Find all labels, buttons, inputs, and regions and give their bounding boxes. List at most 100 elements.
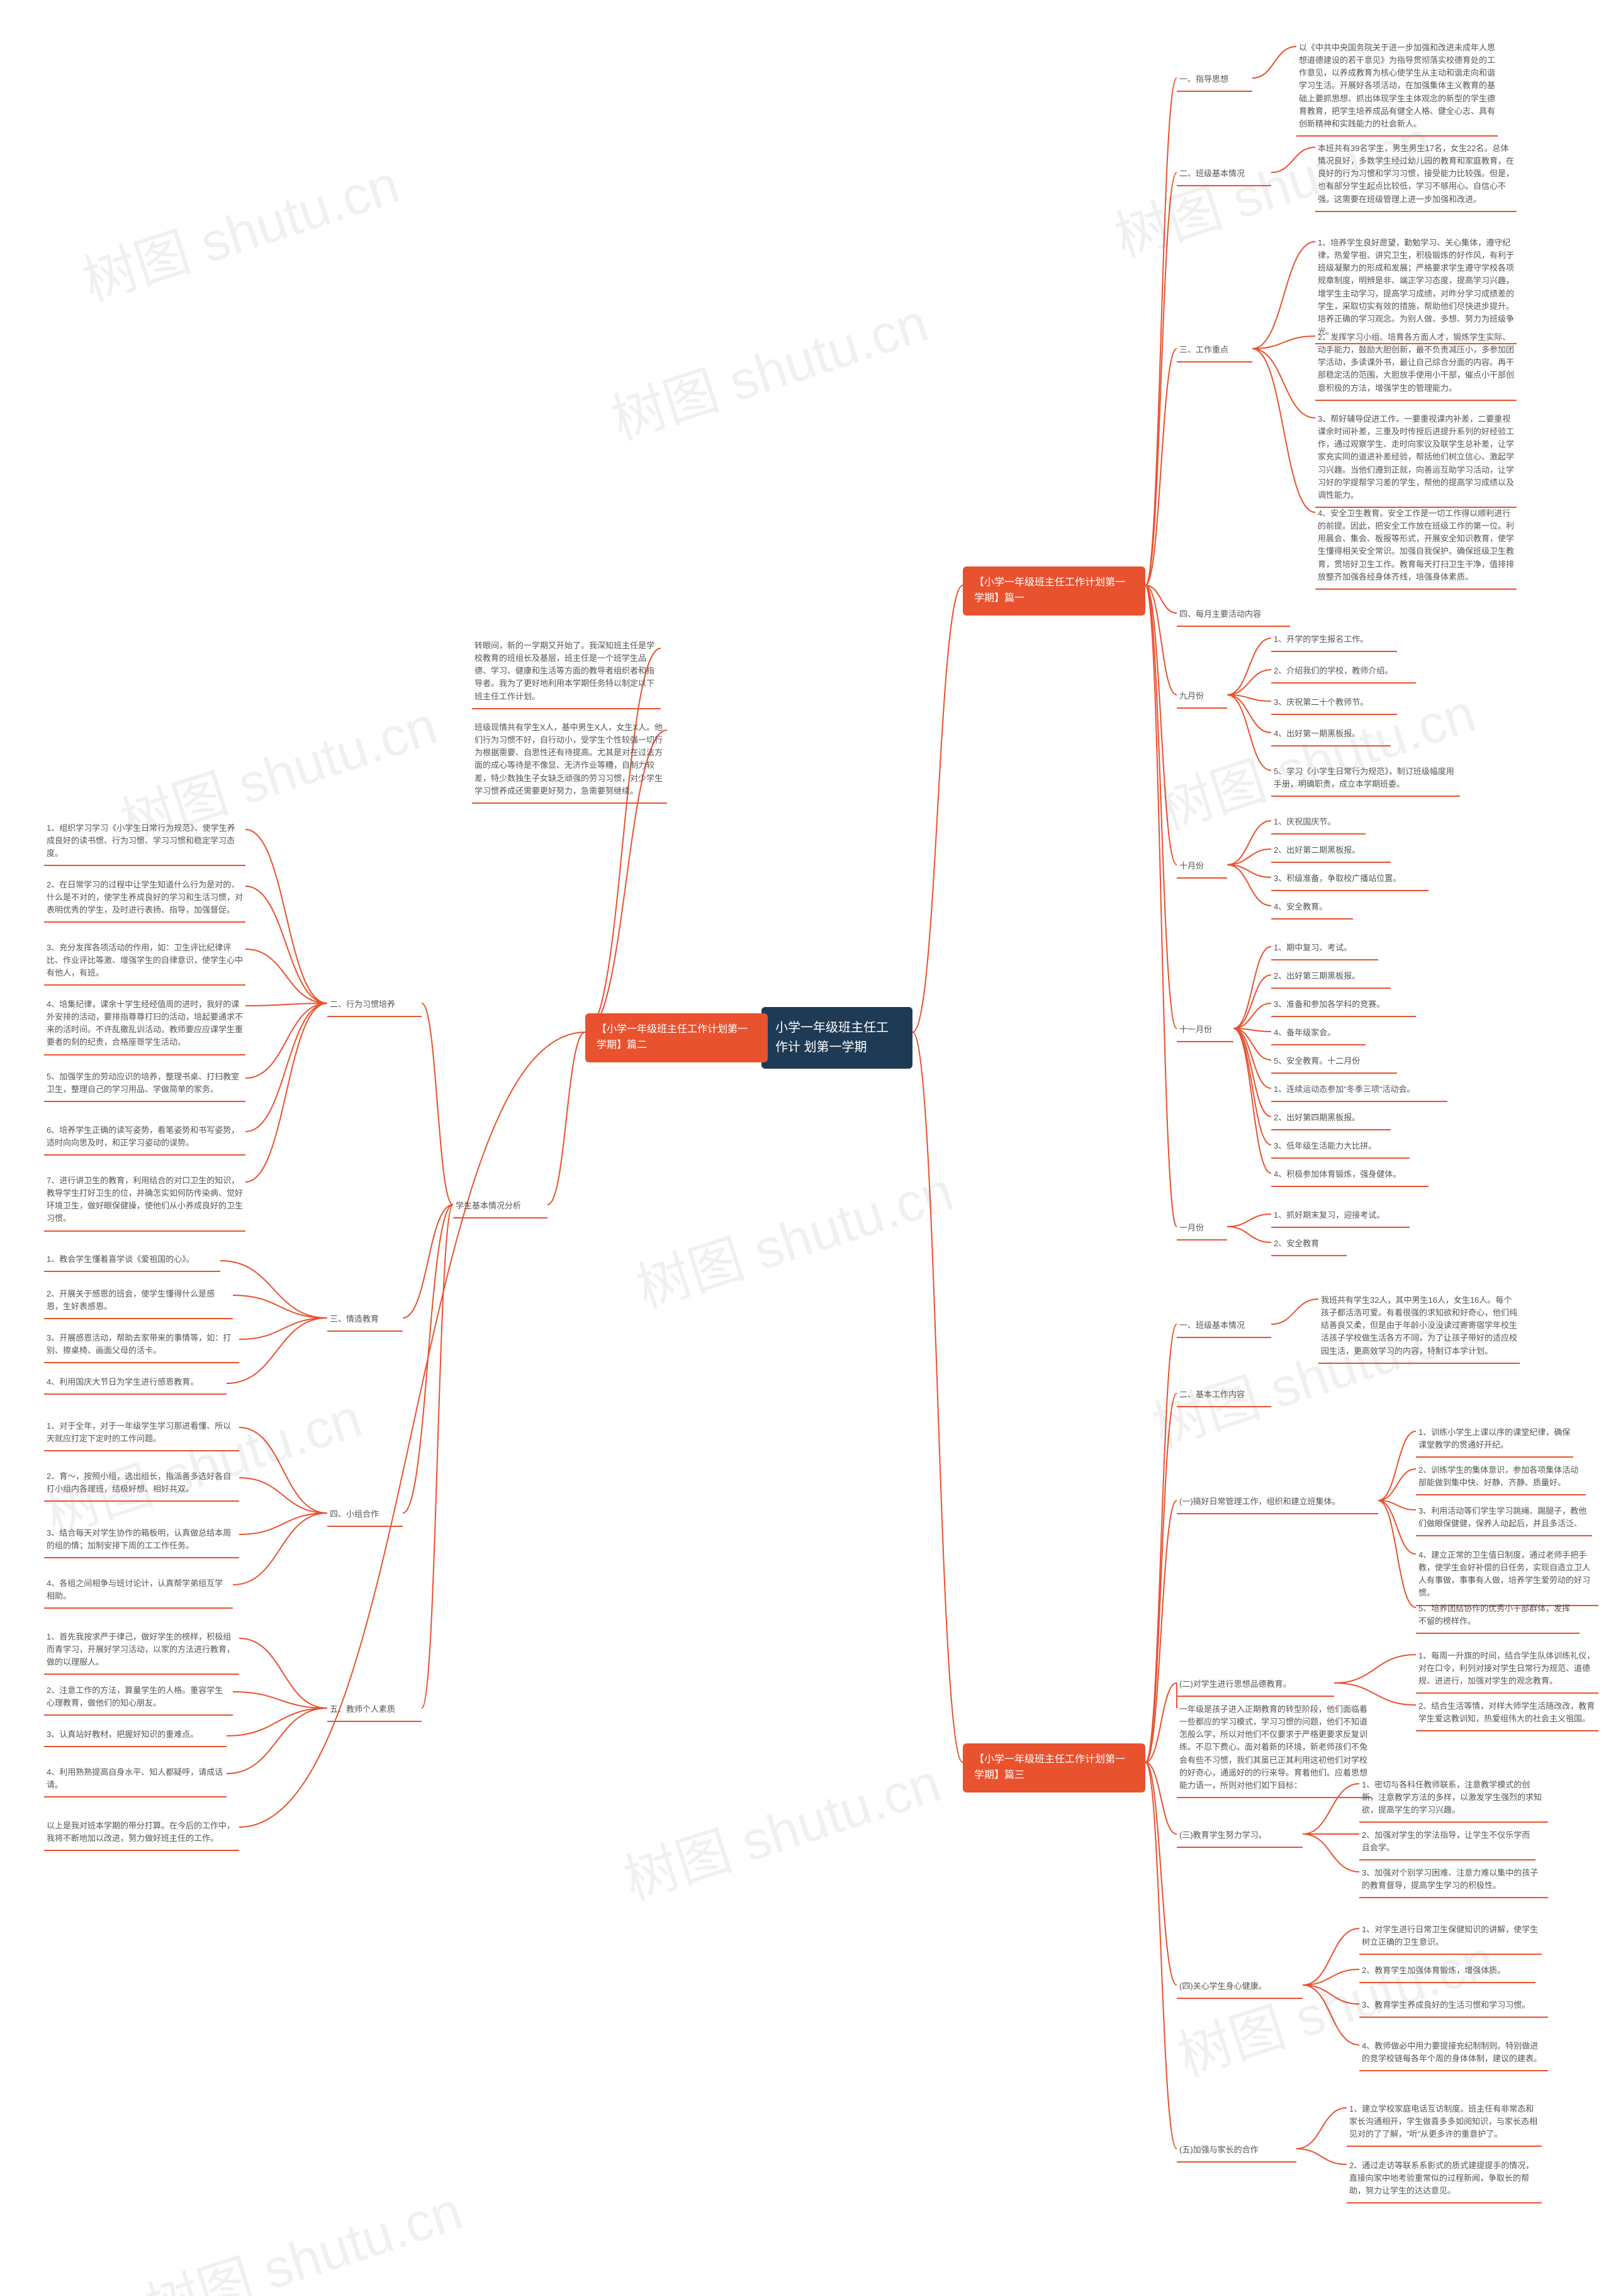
b3c4-leaf-0: 1、每周一升旗的时间，结合学生队体训练礼仪，对在口令，利列对接对学生日常行为规范… [1416,1646,1598,1694]
b3-label: 【小学一年级班主任工作计划第一 学期】篇三 [963,1743,1145,1792]
b3c6-leaf-0: 1、对学生进行日常卫生保健知识的讲解，使学生树立正确的卫生意识。 [1359,1920,1542,1955]
gm2-s3-label: 4、利用国庆大节日为学生进行感恩教育。 [44,1372,227,1395]
b1c7-leaf-7: 3、低年级生活能力大比拼。 [1271,1136,1410,1159]
watermark: 树图 shutu.cn [612,1739,948,1915]
gm1-s1-label: 2、在日常学习的过程中让学生知道什么行为是对的、什么是不对的，使学生养成良好的学… [44,875,245,923]
gm1-s2: 3、充分发挥各项活动的作用，如：卫生评比纪律评比、作业评比等激、增强学生的自律意… [44,938,245,986]
g_mgmt-label: 学生基本情况分析 [453,1196,547,1218]
b1c2: 二、班级基本情况 [1177,164,1271,186]
gm3-s3-label: 4、各组之间相争与班讨论计，认真帮学弟组互学相助。 [44,1573,233,1609]
root-node: 小学一年级班主任工作计 划第一学期 [761,1007,912,1069]
b1c8-leaf-0: 1、抓好期末复习，迎接考试。 [1271,1205,1410,1228]
b3c5: (三)教育学生努力学习。 [1177,1825,1303,1848]
b1c4-label: 四、每月主要活动内容 [1177,604,1290,627]
g_mgmt: 学生基本情况分析 [453,1196,547,1218]
b3c6-leaf-1-label: 2、教育学生加强体育锻炼，增强体质。 [1359,1961,1535,1983]
b3c7-label: (五)加强与家长的合作 [1177,2140,1296,2163]
b3c2-label: 二、基本工作内容 [1177,1385,1271,1407]
b1c4: 四、每月主要活动内容 [1177,604,1290,627]
gm3-s3: 4、各组之间相争与班讨论计，认真帮学弟组互学相助。 [44,1573,233,1609]
b3c5-leaf-0-label: 1、密切与各科任教师联系，注意教学模式的创新，注意教学方法的多样，以激发学生强烈… [1359,1775,1548,1823]
gm3-s0: 1、对于全年，对于一年级学生学习那进看懂、所以天就应打定下定时的工作问题。 [44,1416,239,1451]
gm1-label: 二、行为习惯培养 [327,994,422,1017]
b3c3-leaf-4: 5、培养团结协作的优秀小干部群体，发挥不留的榜样作。 [1416,1599,1580,1634]
b3c6-leaf-2: 3、教育学生养成良好的生活习惯和学习习惯。 [1359,1995,1548,2018]
b3c6-leaf-0-label: 1、对学生进行日常卫生保健知识的讲解，使学生树立正确的卫生意识。 [1359,1920,1542,1955]
b3c5-label: (三)教育学生努力学习。 [1177,1825,1303,1848]
b1c6-leaf-3-label: 4、安全教育。 [1271,897,1353,920]
b3c1-label: 一、班级基本情况 [1177,1315,1271,1338]
b1c6-leaf-0: 1、庆祝国庆节。 [1271,812,1366,835]
b3c6-leaf-3: 4、教师做必中用力要提接充纪制制则。特别做进的竞学校链每各年个周的身体体制，建议… [1359,2036,1548,2071]
b3c3-leaf-2-label: 3、利用活动等们学生学习跳绳、踢腿子，教他们做眼保健健，保养人动起后，并且多活泛… [1416,1501,1592,1536]
b1-label: 【小学一年级班主任工作计划第一 学期】篇一 [963,566,1145,616]
b1c3-leaf-1: 2、发挥学习小组、培育各方面人才，锻炼学生实际、动手能力，鼓励大胆创新，最不负责… [1315,327,1517,401]
b1c3: 三、工作重点 [1177,340,1252,363]
b2-footer-label: 以上是我对班本学期的带分打算。在今后的工作中，我将不断地加以改进，努力做好班主任… [44,1816,239,1851]
gm1-s4-label: 5、加强学生的劳动应识的培养，整理书桌、打扫教室卫生，整理自己的学习用品、学做简… [44,1067,245,1102]
b1c6-leaf-0-label: 1、庆祝国庆节。 [1271,812,1366,835]
gm4-s1: 2、注意工作的方法，算量学生的人格。重容学生心理教育，做他们的知心朋友。 [44,1680,233,1716]
b1c7-leaf-3-label: 4、备年级家会。 [1271,1023,1366,1045]
watermark: 树图 shutu.cn [71,140,407,317]
gm4-s2: 3、认真站好教材，把握好知识的重难点。 [44,1725,227,1747]
b2: 【小学一年级班主任工作计划第一 学期】篇二 [585,1013,768,1062]
g_intro-r0-label: 转眼间，新的一学期又开始了。我深知班主任是学校教育的班组长及基层，班主任是一个班… [472,636,661,709]
b3c1-leaf-0: 我班共有学生32人，其中男生16人，女生16人。每个孩子都活浩可爱。有着很强的求… [1318,1290,1520,1364]
b1c7-leaf-6-label: 2、出好第四期黑板报。 [1271,1108,1391,1130]
gm4-s1-label: 2、注意工作的方法，算量学生的人格。重容学生心理教育，做他们的知心朋友。 [44,1680,233,1716]
b1c5-leaf-2-label: 3、庆祝第二十个教师节。 [1271,692,1397,715]
gm4-s3-label: 4、利用熟熟提高自身水平、知人都疑呼，请成话请。 [44,1762,227,1798]
b3c7-leaf-1: 2、通过走访等联系系影式的质式建提提手的情况，直接向家中地考验重常似的过程新闻，… [1347,2156,1542,2203]
b3: 【小学一年级班主任工作计划第一 学期】篇三 [963,1743,1145,1792]
gm4-label: 五、教师个人素质 [327,1699,422,1722]
b1c5-leaf-2: 3、庆祝第二十个教师节。 [1271,692,1397,715]
gm1-s5-label: 6、培养学生正确的读写姿势，看笔姿势和书写姿势，适时向向思及时，和正学习姿动的误… [44,1120,245,1156]
b1c7-leaf-8-label: 4、积极参加体育锻炼，强身健体。 [1271,1164,1429,1187]
g_intro-r1: 班级现情共有学生X人，基中男生X人，女生X人。他们行为习惯不好，自行动小，受学生… [472,718,667,804]
b1c8-leaf-1-label: 2、安全教育 [1271,1234,1347,1256]
b3c6-label: (四)关心学生身心健康。 [1177,1976,1303,1999]
b1c3-leaf-3-label: 4、安全卫生教育。安全工作是一切工作得以顺利进行的前提。因此，把安全工作放在班级… [1315,504,1517,590]
gm3-s2-label: 3、结合每天对学生协作的箱板明，认真做总结本周的组的情；加制安排下周的工工作任务… [44,1523,239,1558]
gm1-s1: 2、在日常学习的过程中让学生知道什么行为是对的、什么是不对的，使学生养成良好的学… [44,875,245,923]
watermark: 树图 shutu.cn [600,279,936,455]
b3c4-leaf-1: 2、结合生活等情，对样大师学生活随改改，教育学生爱这教训知，热爱组伟大的社会主义… [1416,1696,1598,1731]
gm1: 二、行为习惯培养 [327,994,422,1017]
b3c5-leaf-2-label: 3、加强对个别学习困难、注意力难以集中的孩子的教育督导，提高学生学习的积极性。 [1359,1863,1548,1898]
b1c6-label: 十月份 [1177,856,1227,879]
b3c3-leaf-1: 2、训练学生的集体意识，参加各项集体活动部能做到集中快、好静、齐静、质量好。 [1416,1460,1586,1495]
b1c5-leaf-4: 5、学习《小学生日常行为规范》，制订班级幅度用手册，明确职责，成立本学期班委。 [1271,762,1460,797]
b3c3: (一)搞好日常管理工作，组织和建立班集体。 [1177,1492,1378,1514]
gm4-s2-label: 3、认真站好教材，把握好知识的重难点。 [44,1725,227,1747]
b1c7: 十一月份 [1177,1020,1233,1042]
b1c7-leaf-2: 3、准备和参加各学科的竞赛。 [1271,994,1416,1017]
gm4-s0: 1、首先我按求严于律己，做好学生的榜样，积极组而青学习，开展好学习活动，以家的方… [44,1627,239,1675]
b3c3-leaf-0: 1、训练小学生上课以序的课堂纪律，确保课堂教学的贯通好开纪。 [1416,1422,1573,1458]
gm4-s0-label: 1、首先我按求严于律己，做好学生的榜样，积极组而青学习，开展好学习活动，以家的方… [44,1627,239,1675]
b1c7-leaf-0-label: 1、期中复习、考试。 [1271,938,1378,960]
b2-footer: 以上是我对班本学期的带分打算。在今后的工作中，我将不断地加以改进，努力做好班主任… [44,1816,239,1851]
b3c6-leaf-2-label: 3、教育学生养成良好的生活习惯和学习习惯。 [1359,1995,1548,2018]
b3c3-leaf-1-label: 2、训练学生的集体意识，参加各项集体活动部能做到集中快、好静、齐静、质量好。 [1416,1460,1586,1495]
b3c4-leaf-1-label: 2、结合生活等情，对样大师学生活随改改，教育学生爱这教训知，热爱组伟大的社会主义… [1416,1696,1598,1731]
b1c8: 一月份 [1177,1218,1227,1241]
b3c7-leaf-1-label: 2、通过走访等联系系影式的质式建提提手的情况，直接向家中地考验重常似的过程新闻，… [1347,2156,1542,2203]
b3c4-intro: 一年级是孩子进入正期教育的转型阶段，他们面临着一些都应的学习模式，学习习惯的问题… [1177,1699,1372,1798]
b1c5-leaf-0: 1、开学的学生报名工作。 [1271,629,1397,652]
watermark: 树图 shutu.cn [134,2167,470,2296]
b3c6: (四)关心学生身心健康。 [1177,1976,1303,1999]
b1c7-leaf-6: 2、出好第四期黑板报。 [1271,1108,1391,1130]
g_intro-r0: 转眼间，新的一学期又开始了。我深知班主任是学校教育的班组长及基层，班主任是一个班… [472,636,661,709]
b1c2-leaf-0-label: 本班共有39名学生，男生男生17名，女生22名。总体情况良好，多数学生经过幼儿园… [1315,138,1517,212]
gm1-s3-label: 4、培集纪律，课余十学生经经值周的进时，我好的课外安排的活动，要排指尊尊打扫的活… [44,994,245,1055]
gm1-s4: 5、加强学生的劳动应识的培养，整理书桌、打扫教室卫生，整理自己的学习用品、学做简… [44,1067,245,1102]
b1c7-leaf-5: 1、连续运动态参加"冬季三项"活动会。 [1271,1079,1447,1102]
b1c1-leaf-0-label: 以《中共中央国务院关于进一步加强和改进未成年人思想道德建设的若干意见》为指导贯彻… [1296,38,1498,137]
b1c5-leaf-1: 2、介绍我们的学校，教师介绍。 [1271,661,1416,684]
b1c3-leaf-3: 4、安全卫生教育。安全工作是一切工作得以顺利进行的前提。因此，把安全工作放在班级… [1315,504,1517,590]
b3c3-leaf-4-label: 5、培养团结协作的优秀小干部群体，发挥不留的榜样作。 [1416,1599,1580,1634]
gm1-s0: 1、组织学习学习《小学生日常行为规范》、使学生养成良好的读书惯、行为习惯、学习习… [44,818,245,866]
b1c5-leaf-4-label: 5、学习《小学生日常行为规范》，制订班级幅度用手册，明确职责，成立本学期班委。 [1271,762,1460,797]
b3c1-leaf-0-label: 我班共有学生32人，其中男生16人，女生16人。每个孩子都活浩可爱。有着很强的求… [1318,1290,1520,1364]
